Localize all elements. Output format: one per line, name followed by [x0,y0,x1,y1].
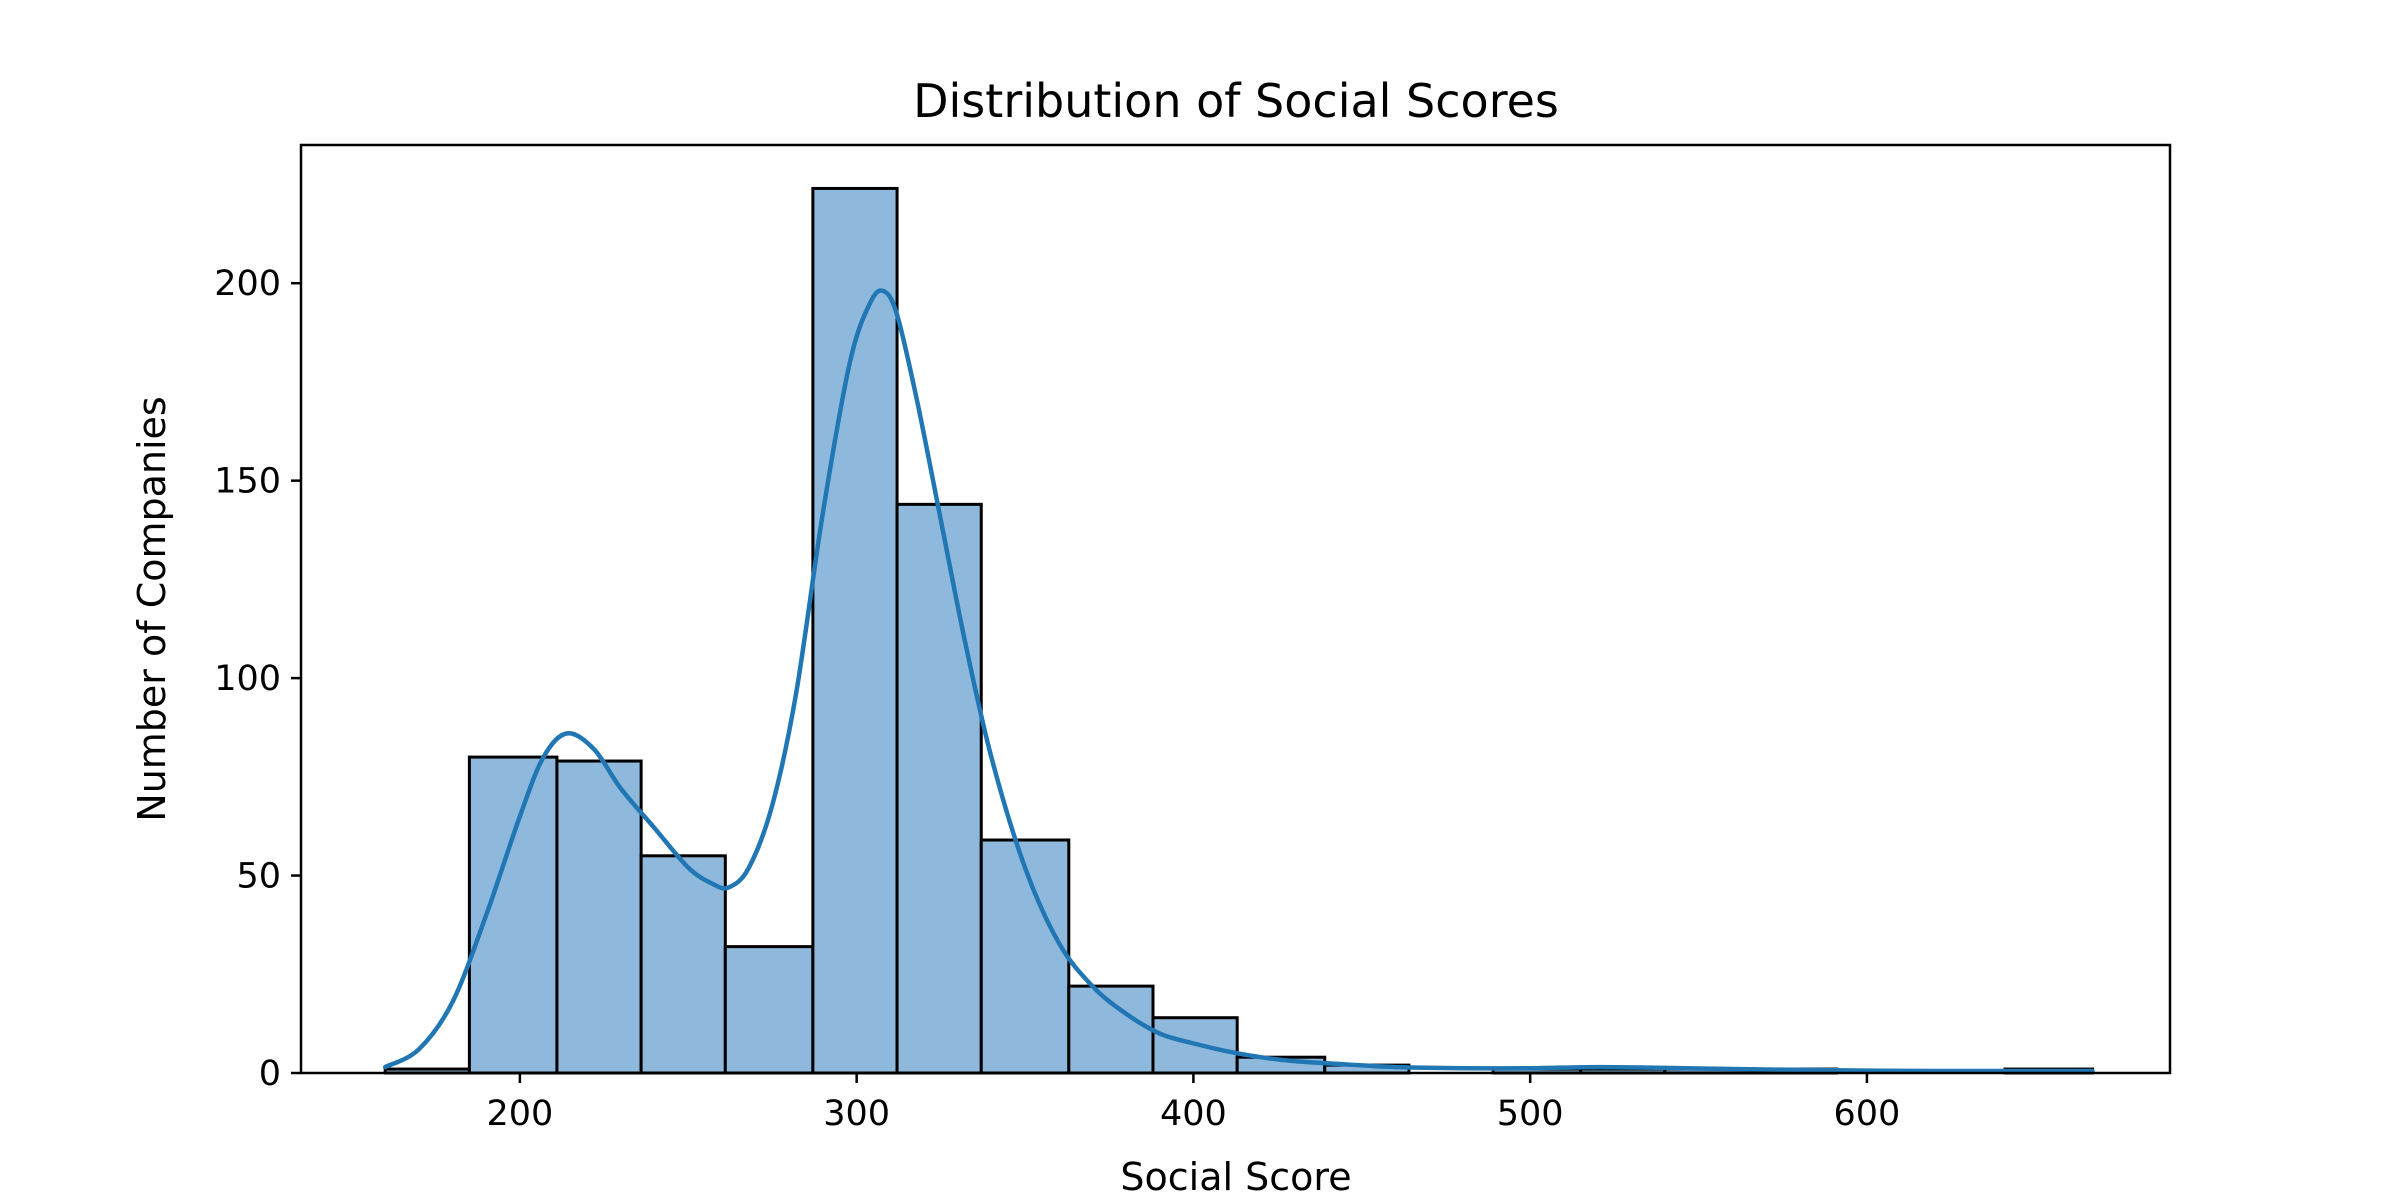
histogram-bar [895,502,983,1075]
x-tick-label: 500 [1497,1094,1564,1134]
y-axis-ticks: 0 50 100 150 200 [214,264,301,1094]
y-tick-label: 200 [214,264,281,304]
histogram-bar [979,838,1071,1075]
histogram-bar [467,755,559,1075]
x-tick-label: 300 [823,1094,890,1134]
histogram-bar [811,186,899,1075]
plot-frame [299,143,2172,1075]
y-axis-label: Number of Companies [130,396,174,821]
kde-curve [382,288,2095,1074]
histogram-bar [555,759,643,1075]
y-tick-label: 100 [214,659,281,699]
histogram-bar [639,854,727,1075]
y-tick-label: 150 [214,462,281,502]
x-tick-label: 200 [486,1094,553,1134]
histogram-bar [723,945,815,1075]
chart-title: Distribution of Social Scores [913,74,1559,128]
x-tick-label: 400 [1160,1094,1227,1134]
y-tick-label: 0 [259,1054,281,1094]
x-tick-label: 600 [1834,1094,1901,1134]
x-axis-ticks: 200 300 400 500 600 [486,1073,1900,1134]
y-tick-label: 50 [236,857,281,897]
x-axis-label: Social Score [1120,1155,1351,1199]
histogram-bars [383,186,2095,1075]
histogram-bar [1067,984,1155,1075]
